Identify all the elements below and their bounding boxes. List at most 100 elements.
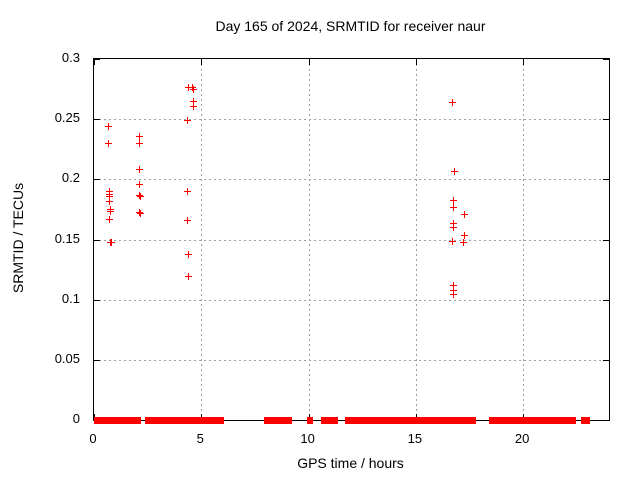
data-point	[107, 238, 115, 246]
y-tick-label: 0.3	[61, 50, 80, 65]
zero-value-marker-run	[570, 417, 576, 424]
data-point	[106, 216, 114, 224]
x-tick-label: 20	[514, 431, 530, 446]
x-tick	[308, 59, 310, 65]
data-point	[449, 196, 457, 204]
x-tick-label: 0	[89, 431, 97, 446]
y-tick-label: 0.1	[61, 290, 80, 306]
y-tick	[94, 179, 100, 181]
data-point	[183, 117, 191, 125]
data-point	[189, 102, 197, 110]
zero-value-marker-run	[101, 417, 110, 424]
y-tick	[94, 299, 100, 301]
zero-value-marker-run	[321, 417, 332, 424]
data-point	[136, 165, 144, 173]
x-gridline	[415, 59, 417, 420]
zero-value-marker-run	[488, 417, 496, 424]
data-point	[136, 208, 144, 216]
zero-value-marker-run	[163, 417, 178, 424]
zero-value-marker-run	[106, 417, 117, 424]
y-tick	[603, 359, 609, 361]
zero-value-marker-run	[119, 417, 141, 424]
zero-value-marker-run	[534, 417, 546, 424]
y-tick	[94, 119, 100, 121]
y-axis-title: SRMTID / TECUs	[10, 182, 26, 294]
zero-value-marker-run	[453, 417, 473, 424]
data-point	[449, 219, 457, 227]
zero-value-marker-run	[541, 417, 550, 424]
data-point	[183, 188, 191, 196]
zero-value-marker-run	[494, 417, 506, 424]
zero-value-marker-run	[211, 417, 224, 424]
y-gridline	[94, 299, 609, 301]
zero-value-marker-run	[113, 417, 123, 424]
zero-value-marker-run	[274, 417, 293, 424]
data-point	[450, 224, 458, 232]
data-point	[136, 191, 144, 199]
zero-value-marker-run	[504, 417, 518, 424]
y-gridline	[94, 239, 609, 241]
y-tick	[603, 179, 609, 181]
data-point	[450, 290, 458, 298]
data-point	[190, 86, 198, 94]
y-tick-label: 0	[72, 411, 80, 426]
zero-value-marker-run	[566, 417, 573, 424]
zero-value-marker-run	[401, 417, 409, 424]
y-gridline	[94, 119, 609, 121]
data-point	[136, 133, 144, 140]
zero-value-marker-run	[584, 417, 590, 424]
zero-value-marker-run	[329, 417, 338, 424]
data-point	[449, 287, 457, 295]
y-tick	[603, 299, 609, 301]
data-point	[448, 99, 456, 107]
zero-value-marker-run	[550, 417, 566, 424]
zero-value-marker-run	[370, 417, 388, 424]
data-point	[106, 193, 114, 201]
y-tick	[603, 239, 609, 241]
x-gridline	[523, 59, 525, 420]
x-tick-label: 15	[407, 431, 423, 446]
x-tick-label: 5	[196, 431, 204, 446]
x-axis-title: GPS time / hours	[297, 455, 404, 471]
data-point	[184, 272, 192, 280]
zero-value-marker-run	[396, 417, 404, 424]
zero-value-marker-run	[159, 417, 166, 424]
y-tick	[94, 59, 100, 60]
data-point	[460, 231, 468, 239]
data-point	[136, 181, 144, 189]
data-point	[184, 83, 192, 91]
x-tick	[201, 59, 203, 65]
zero-value-marker-run	[443, 417, 456, 424]
zero-value-marker-run	[263, 417, 271, 424]
zero-value-marker-run	[364, 417, 372, 424]
data-point	[136, 140, 144, 148]
zero-value-marker-run	[408, 417, 429, 424]
data-point	[188, 83, 196, 91]
data-point	[448, 237, 456, 245]
zero-value-marker-run	[359, 417, 366, 424]
zero-value-marker-run	[385, 417, 399, 424]
y-tick-label: 0.25	[54, 110, 80, 126]
x-tick	[523, 59, 525, 65]
data-point	[189, 98, 197, 106]
x-tick-label: 10	[300, 431, 315, 446]
plot-area	[93, 58, 610, 424]
zero-value-marker-run	[469, 417, 477, 424]
zero-value-marker-run	[581, 417, 587, 424]
data-point	[105, 140, 113, 148]
y-tick-label: 0.15	[54, 230, 80, 246]
y-tick-label: 0.05	[54, 350, 80, 366]
chart-title: Day 165 of 2024, SRMTID for receiver nau…	[215, 18, 486, 34]
zero-value-marker-run	[174, 417, 205, 424]
y-tick-label: 0.2	[61, 170, 80, 186]
zero-value-marker-run	[267, 417, 278, 424]
y-gridline	[94, 179, 609, 181]
x-gridline	[201, 59, 203, 420]
zero-value-marker-run	[202, 417, 215, 424]
data-point	[105, 123, 113, 131]
data-point	[460, 238, 468, 246]
x-gridline	[308, 59, 310, 420]
data-point	[106, 207, 114, 215]
zero-value-marker-run	[145, 417, 163, 424]
